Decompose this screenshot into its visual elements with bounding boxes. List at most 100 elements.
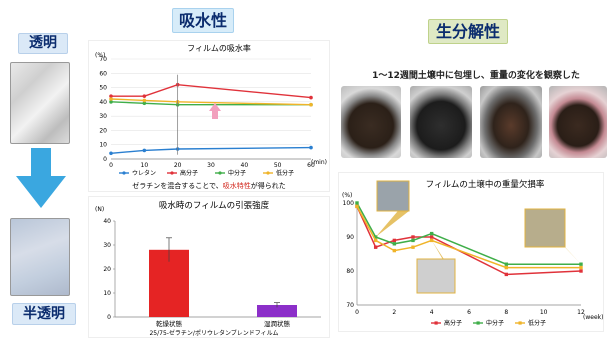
- chart3-xlabel: (week): [583, 314, 603, 321]
- soil-test-caption: 1～12週間土壌中に包埋し、重量の変化を観察した: [372, 71, 580, 81]
- chart1-series-line: [110, 101, 311, 106]
- chart2-xlabel: 25/75-ゼラチン/ポリウレタンブレンドフィルム: [149, 329, 278, 337]
- chart3-legend-label: 中分子: [486, 319, 504, 327]
- chart3-xtick: 10: [540, 309, 548, 316]
- chart3-point: [504, 265, 509, 270]
- chart1-point: [109, 97, 113, 101]
- semi-transparent-label: 半透明: [12, 303, 76, 325]
- chart1-point: [109, 100, 113, 104]
- chart1-ytick: 50: [99, 85, 107, 92]
- chart3-xtick: 2: [392, 309, 396, 316]
- chart2-category-label: 乾燥状態: [156, 319, 183, 328]
- soil-dish-photo-2: [410, 86, 472, 158]
- chart3-ytick: 90: [346, 234, 354, 241]
- chart3-legend-marker: [476, 321, 480, 325]
- transparent-film-photo: [10, 62, 70, 144]
- chart3-legend-label: 低分子: [528, 319, 546, 327]
- absorption-line-chart: フィルムの吸水率 (%) (min) 0 10 20 30 40 50 60 70 0 10 20 3…: [95, 43, 327, 190]
- chart1-legend-marker: [218, 171, 222, 175]
- chart1-point: [309, 95, 313, 100]
- chart3-point: [411, 238, 415, 243]
- down-arrow-icon: [16, 148, 66, 208]
- chart3-point: [392, 248, 397, 253]
- chart2-title: 吸水時のフィルムの引張強度: [159, 200, 270, 211]
- chart3-xtick: 0: [355, 309, 359, 316]
- chart1-ytick: 20: [99, 127, 107, 134]
- chart3-ytick: 70: [346, 302, 354, 309]
- chart3-point: [429, 238, 434, 243]
- chart1-point: [109, 151, 113, 156]
- chart3-title: フィルムの土壌中の重量欠損率: [426, 179, 545, 190]
- chart2-category-label: 湿潤状態: [264, 319, 291, 328]
- chart2-ytick: 40: [103, 218, 111, 225]
- chart3-callout-pointer: [375, 205, 409, 237]
- up-arrow-icon: [209, 103, 221, 119]
- chart2-ylabel: (N): [95, 206, 104, 213]
- biodegradability-section-title: 生分解性: [428, 19, 508, 44]
- chart1-xtick: 60: [307, 162, 315, 169]
- sample-photo-1: [376, 180, 410, 212]
- tensile-chart-panel: 吸水時のフィルムの引張強度 (N) 0 10 20 30 40 乾燥状態 湿潤状態 25/…: [88, 196, 330, 338]
- chart1-ytick: 60: [99, 70, 107, 77]
- chart1-legend-label: 低分子: [276, 169, 294, 177]
- chart3-xtick: 8: [504, 309, 508, 316]
- chart2-ytick: 0: [107, 314, 111, 321]
- chart2-ytick: 20: [103, 266, 111, 273]
- chart1-xtick: 20: [174, 162, 182, 169]
- chart3-point: [392, 238, 397, 243]
- chart3-xtick: 12: [577, 309, 585, 316]
- chart1-ytick: 30: [99, 113, 107, 120]
- chart1-xtick: 30: [207, 162, 215, 169]
- chart1-legend-marker: [266, 171, 270, 175]
- chart3-point: [373, 235, 378, 239]
- chart1-xtick: 0: [109, 162, 113, 169]
- sample-photo-3: [524, 208, 566, 248]
- chart3-point: [579, 262, 583, 266]
- transparent-label: 透明: [18, 33, 68, 54]
- chart3-xtick: 6: [467, 309, 471, 316]
- chart1-ytick: 0: [103, 156, 107, 163]
- chart3-point: [429, 231, 434, 236]
- chart3-legend-marker: [518, 321, 522, 325]
- soil-dish-photo-3: [480, 86, 542, 158]
- chart2-bar: [257, 305, 297, 317]
- absorption-chart-panel: フィルムの吸水率 (%) (min) 0 10 20 30 40 50 60 70 0 10 20 3…: [88, 40, 330, 192]
- chart1-point: [309, 145, 313, 150]
- chart1-point: [309, 102, 313, 107]
- chart1-point: [142, 98, 147, 103]
- chart1-xtick: 10: [141, 162, 149, 169]
- chart1-series-line: [110, 146, 312, 154]
- soil-dish-photo-1: [341, 86, 401, 158]
- chart3-ytick: 80: [346, 268, 354, 275]
- chart1-xlabel: (min): [311, 159, 327, 166]
- chart1-legend-marker: [122, 171, 126, 175]
- chart1-xtick: 50: [274, 162, 282, 169]
- chart3-legend-label: 高分子: [444, 319, 462, 327]
- chart1-point: [142, 148, 147, 153]
- chart3-point: [579, 269, 583, 273]
- chart3-point: [429, 235, 434, 239]
- chart3-point: [411, 245, 415, 249]
- chart2-ytick: 10: [103, 290, 111, 297]
- chart3-point: [411, 235, 415, 239]
- chart1-ytick: 10: [99, 142, 107, 149]
- soil-dish-photo-4: [549, 86, 607, 158]
- chart3-point: [355, 201, 359, 205]
- chart1-series-line: [110, 98, 312, 106]
- chart3-xtick: 4: [430, 309, 434, 316]
- chart2-ytick: 30: [103, 242, 111, 249]
- chart3-ylabel: (%): [342, 192, 352, 199]
- weight-loss-chart-panel: フィルムの土壌中の重量欠損率 (%) (week) 70 80 90 100 0 2 4 6 8…: [338, 172, 604, 332]
- semi-transparent-film-photo: [10, 218, 70, 296]
- chart1-title: フィルムの吸水率: [187, 43, 251, 53]
- chart1-point: [109, 94, 113, 98]
- chart1-note: ゼラチンを混合することで、吸水特性が得られた: [132, 181, 286, 190]
- chart3-point: [373, 238, 378, 243]
- chart3-ytick: 100: [343, 200, 355, 207]
- chart3-point: [579, 265, 583, 270]
- chart3-point: [504, 262, 509, 266]
- chart3-legend-marker: [434, 321, 438, 325]
- chart1-legend-label: 中分子: [228, 169, 246, 177]
- sample-photo-2: [416, 258, 456, 294]
